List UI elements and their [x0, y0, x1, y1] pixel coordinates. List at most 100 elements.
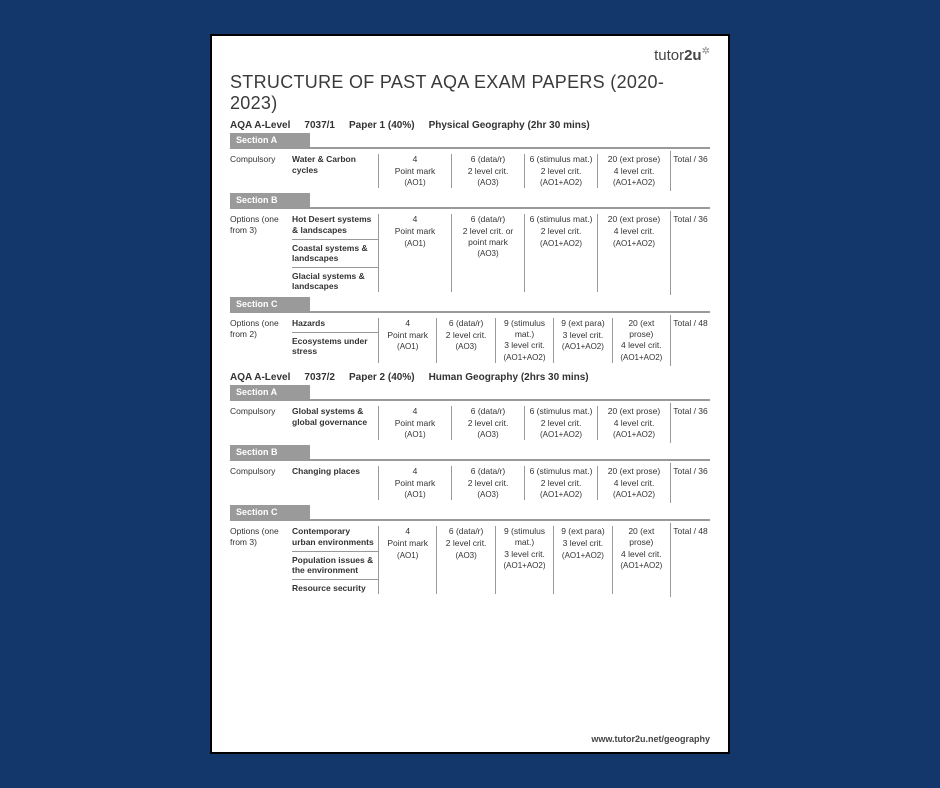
col-ao: (AO3): [455, 430, 521, 440]
column: 6 (data/r)2 level crit.(AO3): [451, 466, 524, 500]
section-row: CompulsoryGlobal systems & global govern…: [230, 403, 710, 443]
column: 20 (ext prose)4 level crit.(AO1+AO2): [612, 526, 670, 593]
topic: Glacial systems & landscapes: [292, 268, 378, 295]
col-ao: (AO1+AO2): [616, 561, 667, 571]
col-l2: 3 level crit.: [499, 340, 550, 351]
paper-head-paper: Paper 2 (40%): [349, 372, 415, 383]
col-l2: 2 level crit.: [528, 478, 594, 489]
column: 6 (data/r)2 level crit.(AO3): [436, 318, 494, 363]
col-l2: 4 level crit.: [601, 166, 667, 177]
col-l1: 9 (stimulus mat.): [499, 318, 550, 339]
logo-asterisk-icon: ✲: [702, 46, 710, 57]
col-l1: 6 (stimulus mat.): [528, 154, 594, 165]
column: 6 (stimulus mat.)2 level crit.(AO1+AO2): [524, 406, 597, 440]
col-l2: 4 level crit.: [601, 478, 667, 489]
col-l1: 6 (data/r): [455, 466, 521, 477]
topic: Hazards: [292, 315, 378, 333]
col-l1: 6 (data/r): [455, 154, 521, 165]
col-ao: (AO1): [382, 178, 448, 188]
col-ao: (AO3): [455, 178, 521, 188]
total-cell: Total / 36: [670, 211, 710, 295]
topics-cell: Changing places: [292, 463, 378, 503]
paper-head-level: AQA A-Level: [230, 372, 290, 383]
total-cell: Total / 48: [670, 523, 710, 596]
logo-pre: tutor: [654, 47, 684, 64]
column: 4Point mark(AO1): [378, 526, 436, 593]
section-type: Compulsory: [230, 151, 292, 191]
column: 20 (ext prose)4 level crit.(AO1+AO2): [612, 318, 670, 363]
col-l1: 4: [382, 154, 448, 165]
columns: 4Point mark(AO1)6 (data/r)2 level crit.(…: [378, 463, 670, 503]
col-l2: 2 level crit. or point mark: [455, 226, 521, 247]
column: 4Point mark(AO1): [378, 154, 451, 188]
col-l1: 4: [382, 526, 433, 537]
col-l1: 20 (ext prose): [601, 466, 667, 477]
paper-head-subject: Human Geography (2hrs 30 mins): [429, 372, 589, 383]
col-l2: 3 level crit.: [557, 330, 608, 341]
section-line: [230, 147, 710, 149]
col-l1: 20 (ext prose): [601, 154, 667, 165]
column: 4Point mark(AO1): [378, 214, 451, 292]
section-row: CompulsoryChanging places4Point mark(AO1…: [230, 463, 710, 503]
section-row: Options (one from 3)Contemporary urban e…: [230, 523, 710, 596]
column: 9 (ext para)3 level crit.(AO1+AO2): [553, 526, 611, 593]
col-l2: Point mark: [382, 330, 433, 341]
col-l2: 2 level crit.: [455, 418, 521, 429]
total-cell: Total / 36: [670, 151, 710, 191]
section-bar: Section B: [230, 445, 310, 459]
columns: 4Point mark(AO1)6 (data/r)2 level crit.(…: [378, 403, 670, 443]
col-l1: 9 (ext para): [557, 318, 608, 329]
col-l2: 4 level crit.: [601, 226, 667, 237]
col-ao: (AO1+AO2): [528, 490, 594, 500]
topics-cell: Global systems & global governance: [292, 403, 378, 443]
column: 9 (stimulus mat.)3 level crit. (AO1+AO2): [495, 318, 553, 363]
section-row: Options (one from 2)HazardsEcosystems un…: [230, 315, 710, 366]
col-l2: 3 level crit.: [499, 549, 550, 560]
col-ao: (AO3): [440, 551, 491, 561]
col-l1: 20 (ext prose): [601, 214, 667, 225]
columns: 4Point mark(AO1)6 (data/r)2 level crit.(…: [378, 315, 670, 366]
paper-head-paper: Paper 1 (40%): [349, 120, 415, 131]
col-l2: Point mark: [382, 478, 448, 489]
section-line: [230, 459, 710, 461]
col-l1: 4: [382, 466, 448, 477]
logo-bold: 2u: [684, 47, 702, 64]
column: 9 (ext para)3 level crit.(AO1+AO2): [553, 318, 611, 363]
col-ao: (AO1+AO2): [528, 430, 594, 440]
section-line: [230, 207, 710, 209]
section-bar: Section B: [230, 193, 310, 207]
columns: 4Point mark(AO1)6 (data/r)2 level crit.(…: [378, 523, 670, 596]
col-l1: 6 (data/r): [440, 526, 491, 537]
paper-head-code: 7037/1: [304, 120, 335, 131]
col-l1: 20 (ext prose): [616, 526, 667, 547]
topics-cell: HazardsEcosystems under stress: [292, 315, 378, 366]
col-ao: (AO1+AO2): [601, 178, 667, 188]
column: 4Point mark(AO1): [378, 406, 451, 440]
col-ao: (AO1): [382, 342, 433, 352]
topic: Ecosystems under stress: [292, 333, 378, 360]
topics-cell: Contemporary urban environmentsPopulatio…: [292, 523, 378, 596]
topic: Coastal systems & landscapes: [292, 240, 378, 268]
topic: Hot Desert systems & landscapes: [292, 211, 378, 239]
col-l1: 4: [382, 406, 448, 417]
col-ao: (AO1): [382, 430, 448, 440]
column: 6 (data/r)2 level crit.(AO3): [451, 154, 524, 188]
column: 20 (ext prose)4 level crit.(AO1+AO2): [597, 154, 670, 188]
total-cell: Total / 36: [670, 463, 710, 503]
col-l1: 6 (data/r): [455, 406, 521, 417]
paper-head-level: AQA A-Level: [230, 120, 290, 131]
col-l1: 6 (stimulus mat.): [528, 406, 594, 417]
section-bar: Section C: [230, 505, 310, 519]
section-type: Options (one from 3): [230, 523, 292, 596]
col-l2: 2 level crit.: [455, 478, 521, 489]
column: 4Point mark(AO1): [378, 466, 451, 500]
col-ao: (AO1+AO2): [499, 353, 550, 363]
col-l2: Point mark: [382, 166, 448, 177]
section-line: [230, 399, 710, 401]
topic: Changing places: [292, 463, 378, 480]
section-type: Options (one from 3): [230, 211, 292, 295]
document-page: tutor2u✲ STRUCTURE OF PAST AQA EXAM PAPE…: [210, 34, 730, 754]
col-ao: (AO1+AO2): [557, 342, 608, 352]
section-line: [230, 311, 710, 313]
col-l2: 4 level crit.: [616, 340, 667, 351]
